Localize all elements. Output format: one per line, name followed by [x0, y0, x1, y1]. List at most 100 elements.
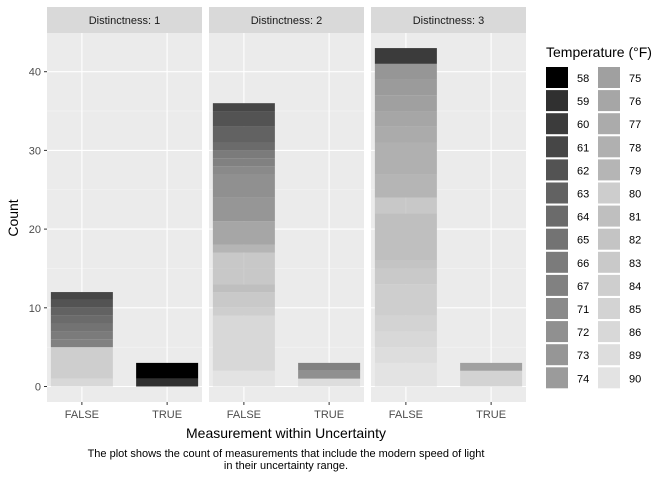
bar-segment-temp-81	[212, 284, 275, 293]
legend-item-67: 67	[546, 274, 589, 296]
legend-key	[598, 67, 620, 88]
facet-strip	[371, 7, 526, 33]
bar-segment-temp-85	[374, 315, 437, 332]
bar-segment-temp-81	[374, 213, 437, 261]
legend-label: 75	[629, 73, 641, 85]
bar-segment-temp-84	[50, 347, 113, 379]
bar-segment-temp-75	[460, 362, 523, 371]
y-tick-label: 10	[29, 303, 41, 315]
legend-label: 82	[629, 235, 641, 247]
legend-label: 83	[629, 258, 641, 270]
legend-item-58: 58	[546, 67, 589, 88]
bar-segment-temp-84	[212, 307, 275, 316]
legend-key	[598, 321, 620, 343]
bar-segment-temp-75	[374, 95, 437, 112]
legend-key	[598, 344, 620, 366]
legend-label: 62	[577, 165, 589, 177]
legend-item-63: 63	[546, 182, 589, 204]
legend-label: 79	[629, 165, 641, 177]
facet-panel-1: Distinctness: 1 FALSE TRUE	[47, 7, 202, 421]
legend-label: 59	[577, 96, 589, 108]
bar-segment-temp-73	[212, 197, 275, 222]
legend-key	[598, 182, 620, 204]
legend-label: 76	[629, 96, 641, 108]
x-tick-label: TRUE	[314, 409, 344, 421]
legend-item-83: 83	[598, 251, 641, 273]
bar-segment-temp-58	[136, 362, 199, 379]
legend-label: 84	[629, 281, 641, 293]
legend-key	[546, 228, 568, 250]
legend-item-74: 74	[546, 367, 589, 389]
legend-key	[546, 136, 568, 158]
legend-item-80: 80	[598, 182, 641, 204]
legend-key	[598, 205, 620, 227]
legend-key	[546, 67, 568, 88]
bar-segment-temp-62	[50, 299, 113, 308]
legend-item-81: 81	[598, 205, 641, 227]
facet-strip-label: Distinctness: 1	[89, 15, 161, 27]
legend-label: 90	[629, 373, 641, 385]
legend-item-60: 60	[546, 113, 589, 135]
bar-3-true	[460, 362, 523, 387]
legend-label: 85	[629, 304, 641, 316]
facet-panel-2: Distinctness: 2 FALSE TRUE	[209, 7, 364, 421]
legend-item-65: 65	[546, 228, 589, 250]
bar-segment-temp-64	[50, 315, 113, 324]
legend-label: 74	[577, 373, 589, 385]
legend-key	[598, 136, 620, 158]
bar-segment-temp-78	[374, 142, 437, 175]
bar-segment-temp-62	[212, 111, 275, 127]
bar-segment-temp-67	[298, 362, 361, 371]
legend-item-72: 72	[546, 321, 589, 343]
legend-key	[598, 251, 620, 273]
legend-item-64: 64	[546, 205, 589, 227]
facet-strip-label: Distinctness: 2	[251, 15, 323, 27]
legend-item-90: 90	[598, 367, 641, 389]
legend-label: 60	[577, 119, 589, 131]
legend-key	[598, 274, 620, 296]
bar-segment-temp-89	[374, 347, 437, 363]
legend-label: 63	[577, 189, 589, 201]
legend-key	[546, 274, 568, 296]
legend-label: 58	[577, 73, 589, 85]
bar-segment-temp-72	[298, 370, 361, 379]
legend: 58 59 60 61 62 63 64 65 66 67 71 72 73 74 75 76 77 78 79 80…	[546, 67, 641, 389]
legend-item-62: 62	[546, 159, 589, 181]
legend-label: 86	[629, 327, 641, 339]
legend-item-71: 71	[546, 298, 589, 319]
legend-item-84: 84	[598, 274, 641, 296]
legend-title: Temperature (°F)	[546, 44, 652, 60]
legend-label: 72	[577, 327, 589, 339]
legend-key	[546, 205, 568, 227]
bar-segment-temp-71	[212, 166, 275, 175]
bar-segment-temp-61	[50, 292, 113, 300]
bar-segment-temp-79	[374, 174, 437, 198]
legend-key	[546, 90, 568, 112]
legend-item-61: 61	[546, 136, 589, 158]
legend-item-82: 82	[598, 228, 641, 250]
x-axis-label: Measurement within Uncertainty	[186, 425, 386, 441]
bar-segment-temp-72	[212, 174, 275, 198]
bar-segment-temp-89	[298, 378, 361, 387]
y-tick-label: 40	[29, 67, 41, 79]
bar-segment-temp-86	[212, 315, 275, 371]
bar-1-false	[50, 292, 113, 387]
bar-segment-temp-76	[374, 111, 437, 127]
legend-key	[598, 159, 620, 181]
legend-label: 81	[629, 212, 641, 224]
facet-panels: Distinctness: 1 FALSE TRUE Distinctness: 2 F…	[47, 7, 526, 421]
legend-item-73: 73	[546, 344, 589, 366]
facet-strip	[47, 7, 202, 33]
legend-label: 80	[629, 189, 641, 201]
bar-segment-temp-65	[50, 323, 113, 332]
bar-segment-temp-90	[212, 370, 275, 387]
caption-line-1: The plot shows the count of measurements…	[88, 448, 485, 460]
y-tick-label: 20	[29, 224, 41, 236]
legend-item-78: 78	[598, 136, 641, 158]
facet-strip	[209, 7, 364, 33]
bar-segment-temp-74	[374, 79, 437, 96]
legend-key	[546, 298, 568, 319]
bar-segment-temp-80	[212, 252, 275, 285]
bar-2-false	[212, 103, 275, 387]
legend-key	[598, 228, 620, 250]
